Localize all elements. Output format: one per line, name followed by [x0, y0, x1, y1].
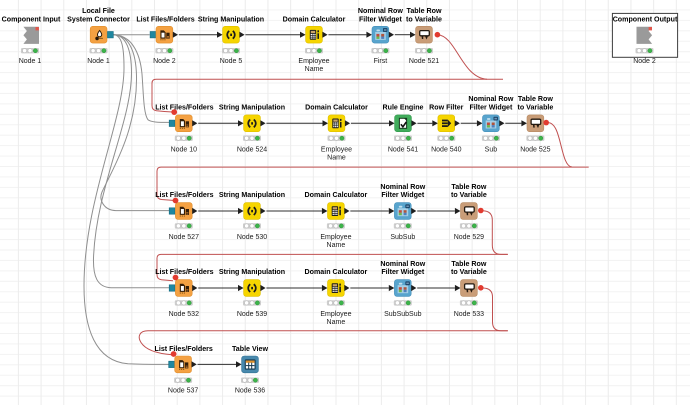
svg-text:Node 540: Node 540 — [431, 146, 461, 153]
svg-text:Nominal Row: Nominal Row — [380, 183, 425, 191]
svg-text:to Variable: to Variable — [517, 104, 553, 112]
svg-text:Node 1: Node 1 — [19, 58, 42, 65]
svg-text:String Manipulation: String Manipulation — [198, 16, 264, 24]
svg-text:Table Row: Table Row — [451, 183, 486, 191]
svg-text:Table View: Table View — [232, 345, 268, 353]
svg-text:Row Filter: Row Filter — [429, 104, 464, 112]
svg-text:String Manipulation: String Manipulation — [219, 104, 285, 112]
svg-text:Node 10: Node 10 — [171, 146, 198, 153]
svg-text:List Files/Folders: List Files/Folders — [155, 345, 213, 353]
svg-text:Rule Engine: Rule Engine — [383, 104, 424, 112]
svg-text:Employee: Employee — [321, 146, 352, 153]
svg-text:Node 2: Node 2 — [633, 58, 656, 65]
svg-text:Node 525: Node 525 — [520, 146, 550, 153]
svg-text:Name: Name — [327, 319, 346, 326]
svg-text:List Files/Folders: List Files/Folders — [136, 16, 194, 24]
svg-text:Name: Name — [327, 242, 346, 249]
svg-text:Local File: Local File — [82, 7, 115, 15]
svg-text:Component Input: Component Input — [2, 16, 61, 24]
svg-text:Node 529: Node 529 — [454, 234, 484, 241]
svg-text:Node 1: Node 1 — [87, 58, 110, 65]
svg-text:to Variable: to Variable — [406, 16, 442, 24]
svg-text:Node 530: Node 530 — [237, 234, 267, 241]
svg-text:Table Row: Table Row — [518, 95, 553, 103]
svg-text:List Files/Folders: List Files/Folders — [155, 104, 213, 112]
svg-text:Sub: Sub — [485, 146, 498, 153]
svg-text:Domain Calculator: Domain Calculator — [305, 191, 368, 199]
svg-text:Node 537: Node 537 — [168, 388, 198, 395]
svg-text:to Variable: to Variable — [451, 268, 487, 276]
svg-text:Employee: Employee — [320, 311, 351, 318]
svg-text:Table Row: Table Row — [407, 7, 442, 15]
svg-text:Nominal Row: Nominal Row — [468, 95, 513, 103]
svg-text:Node 5: Node 5 — [220, 58, 243, 65]
svg-text:Node 533: Node 533 — [454, 311, 484, 318]
svg-text:Domain Calculator: Domain Calculator — [305, 104, 368, 112]
svg-text:Component Output: Component Output — [613, 16, 678, 24]
svg-text:First: First — [374, 58, 388, 65]
svg-text:Name: Name — [305, 66, 324, 73]
svg-text:System Connector: System Connector — [67, 16, 130, 24]
svg-text:SubSub: SubSub — [390, 234, 415, 241]
svg-text:SubSubSub: SubSubSub — [384, 311, 421, 318]
svg-text:Filter Widget: Filter Widget — [381, 191, 425, 199]
svg-text:List Files/Folders: List Files/Folders — [155, 191, 213, 199]
svg-text:Domain Calculator: Domain Calculator — [305, 268, 368, 276]
svg-text:String Manipulation: String Manipulation — [219, 268, 285, 276]
svg-text:Employee: Employee — [298, 58, 329, 65]
svg-text:Node 527: Node 527 — [169, 234, 199, 241]
svg-text:Name: Name — [327, 154, 346, 161]
svg-text:Node 524: Node 524 — [237, 146, 267, 153]
svg-text:Filter Widget: Filter Widget — [381, 268, 425, 276]
svg-text:Nominal Row: Nominal Row — [358, 7, 403, 15]
svg-text:Node 536: Node 536 — [235, 388, 265, 395]
svg-text:to Variable: to Variable — [451, 191, 487, 199]
svg-text:Employee: Employee — [320, 234, 351, 241]
svg-text:Node 521: Node 521 — [409, 58, 439, 65]
svg-text:Node 2: Node 2 — [153, 58, 176, 65]
svg-text:List Files/Folders: List Files/Folders — [155, 268, 213, 276]
svg-text:Filter Widget: Filter Widget — [469, 104, 513, 112]
svg-text:Domain Calculator: Domain Calculator — [283, 16, 346, 24]
svg-text:Node 532: Node 532 — [169, 311, 199, 318]
svg-text:Node 541: Node 541 — [388, 146, 418, 153]
svg-text:String Manipulation: String Manipulation — [219, 191, 285, 199]
svg-text:Node 539: Node 539 — [237, 311, 267, 318]
svg-text:Table Row: Table Row — [451, 260, 486, 268]
svg-text:Nominal Row: Nominal Row — [380, 260, 425, 268]
svg-text:Filter Widget: Filter Widget — [359, 16, 403, 24]
